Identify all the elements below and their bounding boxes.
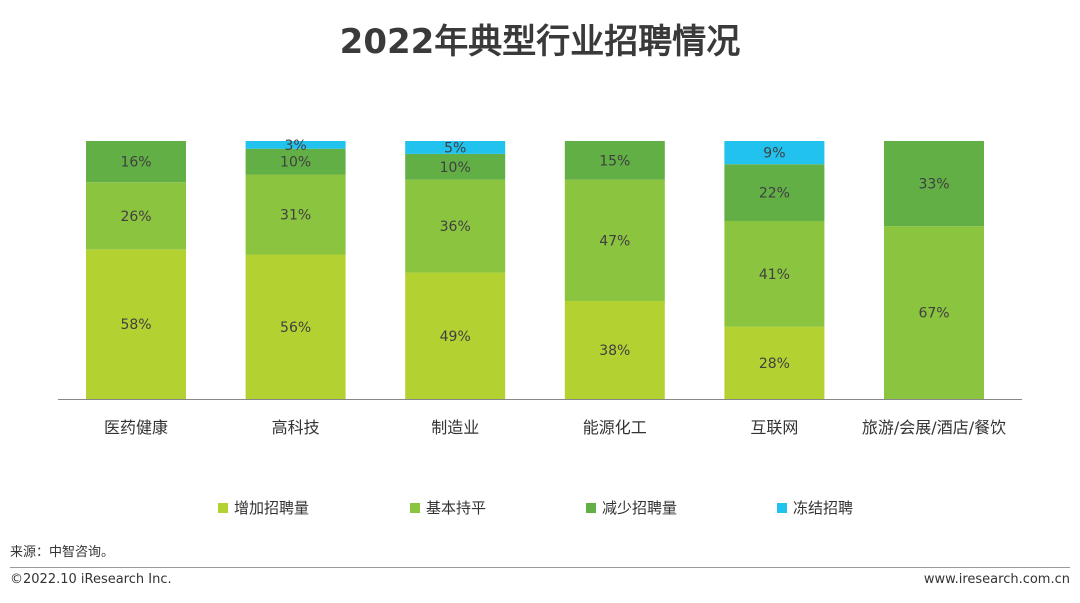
category-label: 医药健康 bbox=[104, 418, 168, 437]
bar-segment-increase bbox=[724, 326, 825, 399]
bar-segment-decrease bbox=[884, 141, 984, 227]
data-label-increase: 49% bbox=[440, 329, 471, 345]
bar-segment-increase bbox=[245, 254, 346, 399]
legend-item-flat: 基本持平 bbox=[410, 497, 486, 518]
bar-segment-flat bbox=[884, 226, 984, 399]
bar-segment-increase bbox=[86, 249, 186, 399]
data-label-freeze: 5% bbox=[444, 140, 466, 156]
bar-segment-flat bbox=[86, 182, 186, 250]
category-label: 互联网 bbox=[750, 418, 798, 437]
bar-segment-freeze bbox=[245, 141, 346, 149]
legend-item-increase: 增加招聘量 bbox=[218, 497, 309, 518]
category-label: 高科技 bbox=[272, 418, 320, 437]
bar-segment-flat bbox=[724, 220, 825, 327]
data-label-flat: 31% bbox=[280, 208, 311, 224]
data-label-decrease: 10% bbox=[440, 160, 471, 176]
data-label-decrease: 22% bbox=[759, 186, 790, 202]
footer-copyright: ©2022.10 iResearch Inc. bbox=[10, 572, 172, 587]
bar-segment-flat bbox=[405, 179, 506, 273]
legend-label-decrease: 减少招聘量 bbox=[602, 499, 678, 517]
data-label-flat: 26% bbox=[120, 209, 151, 225]
category-label: 能源化工 bbox=[583, 418, 647, 437]
bar-segment-decrease bbox=[86, 141, 186, 183]
legend-swatch-flat bbox=[410, 502, 420, 513]
bar-segment-decrease bbox=[405, 153, 506, 180]
data-label-flat: 67% bbox=[918, 306, 949, 322]
legend-item-freeze: 冻结招聘 bbox=[777, 497, 853, 518]
data-label-increase: 38% bbox=[599, 343, 630, 359]
footer-website: www.iresearch.com.cn bbox=[923, 572, 1070, 587]
data-label-flat: 47% bbox=[599, 233, 630, 249]
bar-segment-increase bbox=[405, 272, 506, 399]
bar-segment-flat bbox=[564, 179, 665, 301]
bar-segment-freeze bbox=[405, 141, 506, 154]
bar-segment-decrease bbox=[245, 148, 346, 175]
source-note: 来源：中智咨询。 bbox=[10, 545, 115, 560]
bar-segment-flat bbox=[245, 174, 346, 255]
data-label-decrease: 16% bbox=[120, 155, 151, 171]
bar-segment-freeze bbox=[724, 141, 825, 165]
data-label-flat: 41% bbox=[759, 267, 790, 283]
data-label-decrease: 10% bbox=[280, 155, 311, 171]
legend-swatch-freeze bbox=[777, 502, 787, 513]
legend-swatch-increase bbox=[218, 502, 228, 513]
data-label-increase: 58% bbox=[120, 317, 151, 333]
bar-segment-increase bbox=[564, 300, 665, 399]
legend-item-decrease: 减少招聘量 bbox=[586, 497, 677, 518]
category-label: 制造业 bbox=[431, 418, 479, 437]
data-label-decrease: 33% bbox=[918, 177, 949, 193]
stacked-bar-chart: 58%26%16%医药健康56%31%10%3%高科技49%36%10%5%制造… bbox=[58, 138, 1022, 437]
footer-divider bbox=[10, 567, 1070, 568]
legend-label-freeze: 冻结招聘 bbox=[793, 499, 854, 517]
category-label: 旅游/会展/酒店/餐饮 bbox=[862, 418, 1006, 437]
legend: 增加招聘量 基本持平 减少招聘量 冻结招聘 bbox=[0, 497, 1080, 521]
data-label-increase: 56% bbox=[280, 320, 311, 336]
data-label-increase: 28% bbox=[759, 356, 790, 372]
bar-segment-decrease bbox=[564, 141, 665, 180]
legend-label-increase: 增加招聘量 bbox=[234, 499, 310, 517]
data-label-freeze: 3% bbox=[284, 138, 306, 154]
legend-swatch-decrease bbox=[586, 502, 596, 513]
chart-title: 2022年典型行业招聘情况 bbox=[339, 22, 741, 62]
data-label-decrease: 15% bbox=[599, 153, 630, 169]
bar-segment-decrease bbox=[724, 164, 825, 221]
data-label-flat: 36% bbox=[440, 219, 471, 235]
legend-label-flat: 基本持平 bbox=[426, 499, 487, 517]
data-label-freeze: 9% bbox=[763, 146, 785, 162]
